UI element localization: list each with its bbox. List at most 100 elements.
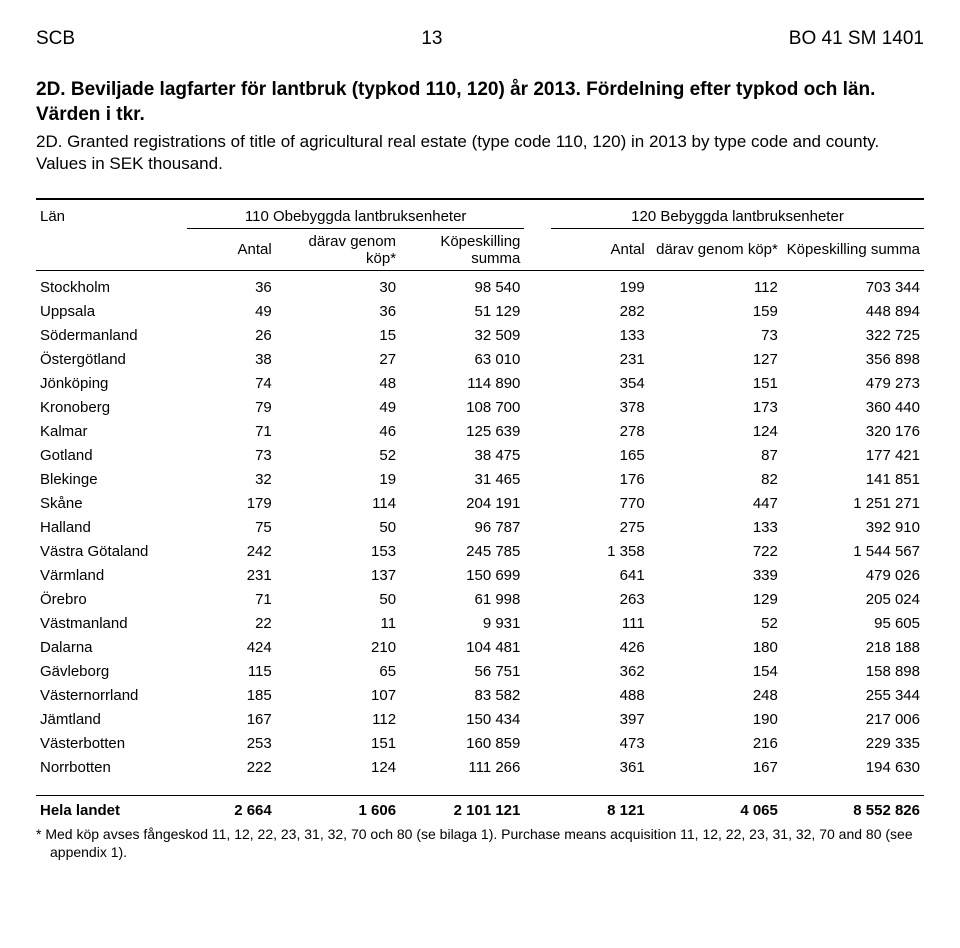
cell-f: 356 898 — [782, 348, 924, 372]
cell-f: 255 344 — [782, 684, 924, 708]
cell-a: 185 — [187, 684, 276, 708]
title-english: 2D. Granted registrations of title of ag… — [36, 131, 924, 175]
total-row: Hela landet 2 664 1 606 2 101 121 8 121 … — [36, 795, 924, 822]
cell-b: 151 — [276, 732, 400, 756]
cell-gap — [524, 444, 551, 468]
cell-f: 320 176 — [782, 420, 924, 444]
table-row: Gävleborg1156556 751362154158 898 — [36, 660, 924, 684]
cell-b: 52 — [276, 444, 400, 468]
cell-a: 115 — [187, 660, 276, 684]
cell-b: 15 — [276, 324, 400, 348]
footnote: * Med köp avses fångeskod 11, 12, 22, 23… — [36, 826, 924, 861]
cell-e: 52 — [649, 612, 782, 636]
cell-a: 71 — [187, 420, 276, 444]
cell-a: 71 — [187, 588, 276, 612]
cell-a: 75 — [187, 516, 276, 540]
table-row: Värmland231137150 699641339479 026 — [36, 564, 924, 588]
cell-d: 278 — [551, 420, 649, 444]
cell-a: 22 — [187, 612, 276, 636]
cell-f: 218 188 — [782, 636, 924, 660]
cell-d: 199 — [551, 271, 649, 300]
cell-d: 378 — [551, 396, 649, 420]
cell-f: 322 725 — [782, 324, 924, 348]
cell-f: 392 910 — [782, 516, 924, 540]
cell-d: 165 — [551, 444, 649, 468]
table-row: Jönköping7448114 890354151479 273 — [36, 372, 924, 396]
cell-gap — [524, 564, 551, 588]
cell-a: 36 — [187, 271, 276, 300]
cell-a: 222 — [187, 756, 276, 780]
cell-d: 362 — [551, 660, 649, 684]
cell-d: 1 358 — [551, 540, 649, 564]
cell-c: 125 639 — [400, 420, 524, 444]
cell-f: 479 273 — [782, 372, 924, 396]
cell-b: 46 — [276, 420, 400, 444]
cell-gap — [524, 636, 551, 660]
cell-d: 354 — [551, 372, 649, 396]
total-a: 2 664 — [187, 795, 276, 822]
cell-lan: Kronoberg — [36, 396, 187, 420]
table-row: Kalmar7146125 639278124320 176 — [36, 420, 924, 444]
cell-gap — [524, 684, 551, 708]
cell-c: 51 129 — [400, 300, 524, 324]
table-row: Jämtland167112150 434397190217 006 — [36, 708, 924, 732]
cell-gap — [524, 588, 551, 612]
cell-e: 129 — [649, 588, 782, 612]
col-gap — [524, 199, 551, 229]
cell-lan: Södermanland — [36, 324, 187, 348]
cell-gap — [524, 372, 551, 396]
cell-f: 158 898 — [782, 660, 924, 684]
col-group-110: 110 Obebyggda lantbruksenheter — [187, 199, 524, 229]
cell-e: 722 — [649, 540, 782, 564]
cell-c: 114 890 — [400, 372, 524, 396]
total-b: 1 606 — [276, 795, 400, 822]
cell-c: 31 465 — [400, 468, 524, 492]
table-body: Stockholm363098 540199112703 344Uppsala4… — [36, 271, 924, 796]
cell-e: 73 — [649, 324, 782, 348]
cell-c: 32 509 — [400, 324, 524, 348]
cell-b: 27 — [276, 348, 400, 372]
cell-b: 153 — [276, 540, 400, 564]
cell-a: 79 — [187, 396, 276, 420]
cell-a: 231 — [187, 564, 276, 588]
header-center: 13 — [421, 28, 442, 50]
cell-c: 150 699 — [400, 564, 524, 588]
table-row: Stockholm363098 540199112703 344 — [36, 271, 924, 300]
cell-a: 38 — [187, 348, 276, 372]
cell-e: 248 — [649, 684, 782, 708]
cell-lan: Västmanland — [36, 612, 187, 636]
cell-c: 111 266 — [400, 756, 524, 780]
col-darav-2: därav genom köp* — [649, 229, 782, 271]
cell-gap — [524, 516, 551, 540]
total-d: 8 121 — [551, 795, 649, 822]
cell-e: 447 — [649, 492, 782, 516]
cell-f: 205 024 — [782, 588, 924, 612]
total-c: 2 101 121 — [400, 795, 524, 822]
cell-a: 73 — [187, 444, 276, 468]
cell-lan: Örebro — [36, 588, 187, 612]
table-row: Dalarna424210104 481426180218 188 — [36, 636, 924, 660]
cell-b: 114 — [276, 492, 400, 516]
cell-d: 111 — [551, 612, 649, 636]
cell-e: 87 — [649, 444, 782, 468]
table-row: Örebro715061 998263129205 024 — [36, 588, 924, 612]
cell-c: 96 787 — [400, 516, 524, 540]
cell-e: 124 — [649, 420, 782, 444]
total-f: 8 552 826 — [782, 795, 924, 822]
cell-d: 426 — [551, 636, 649, 660]
cell-d: 275 — [551, 516, 649, 540]
cell-a: 242 — [187, 540, 276, 564]
cell-d: 641 — [551, 564, 649, 588]
col-antal-1: Antal — [187, 229, 276, 271]
cell-f: 360 440 — [782, 396, 924, 420]
cell-c: 204 191 — [400, 492, 524, 516]
cell-f: 217 006 — [782, 708, 924, 732]
cell-b: 65 — [276, 660, 400, 684]
cell-gap — [524, 468, 551, 492]
cell-lan: Stockholm — [36, 271, 187, 300]
cell-lan: Västra Götaland — [36, 540, 187, 564]
cell-a: 167 — [187, 708, 276, 732]
cell-f: 95 605 — [782, 612, 924, 636]
table-row: Blekinge321931 46517682141 851 — [36, 468, 924, 492]
table-row: Västernorrland18510783 582488248255 344 — [36, 684, 924, 708]
